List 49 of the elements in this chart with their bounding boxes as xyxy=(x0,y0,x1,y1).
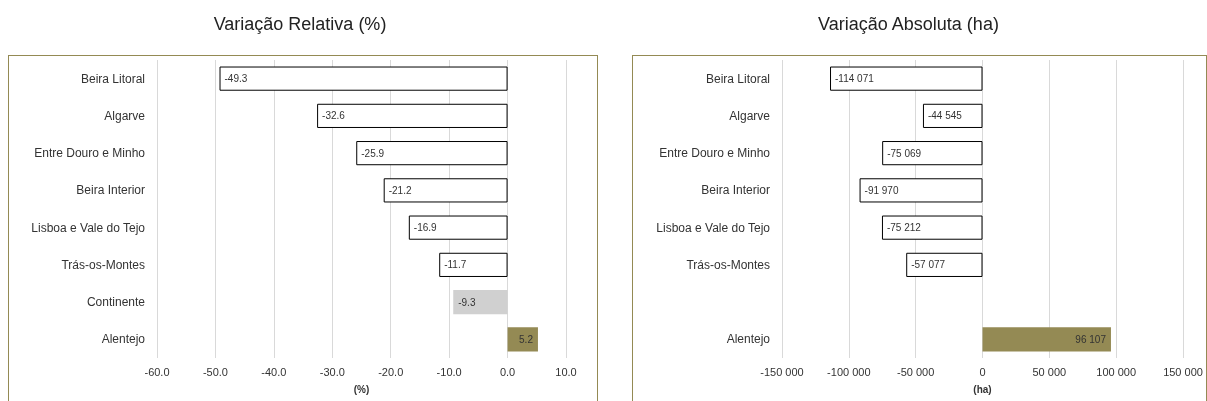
data-label: -32.6 xyxy=(322,110,346,122)
data-label: -25.9 xyxy=(361,147,385,159)
data-label: -9.3 xyxy=(458,296,476,308)
data-label: 5.2 xyxy=(519,333,534,345)
data-label: -16.9 xyxy=(413,222,438,234)
chart-title: Variação Relativa (%) xyxy=(213,14,387,34)
y-tick-label: Trás-os-Montes xyxy=(686,257,770,272)
x-axis-title: (ha) xyxy=(973,383,992,395)
x-tick-label: -50 000 xyxy=(897,365,935,378)
x-tick-label: -40.0 xyxy=(261,365,287,378)
data-label: -114 071 xyxy=(835,73,875,85)
x-tick-label: -20.0 xyxy=(378,365,404,378)
y-tick-label: Entre Douro e Minho xyxy=(659,146,771,161)
data-label: -21.2 xyxy=(388,184,412,196)
y-tick-label: Lisboa e Vale do Tejo xyxy=(31,220,146,235)
y-tick-label: Alentejo xyxy=(101,332,146,347)
data-label: -44 545 xyxy=(927,110,963,122)
x-tick-label: -30.0 xyxy=(319,365,345,378)
x-axis-title: (%) xyxy=(353,383,370,395)
x-tick-label: -150 000 xyxy=(760,365,804,378)
y-tick-label: Lisboa e Vale do Tejo xyxy=(656,220,771,235)
x-tick-label: 150 000 xyxy=(1163,365,1203,378)
x-tick-label: 100 000 xyxy=(1096,365,1137,378)
x-tick-label: 0.0 xyxy=(499,365,516,378)
x-tick-label: -100 000 xyxy=(827,365,871,378)
x-tick-label: -10.0 xyxy=(436,365,462,378)
y-tick-label: Trás-os-Montes xyxy=(61,257,145,272)
y-tick-label: Algarve xyxy=(729,108,771,123)
y-tick-label: Beira Interior xyxy=(701,183,770,198)
y-tick-label: Beira Litoral xyxy=(80,71,145,86)
chart-title: Variação Absoluta (ha) xyxy=(818,14,999,34)
y-tick-label: Continente xyxy=(86,295,146,310)
y-tick-label: Entre Douro e Minho xyxy=(34,146,146,161)
data-label: 96 107 xyxy=(1075,333,1107,345)
data-label: -57 077 xyxy=(911,259,946,271)
y-tick-label: Beira Interior xyxy=(76,183,145,198)
x-tick-label: -60.0 xyxy=(144,365,170,378)
data-label: -75 212 xyxy=(886,222,922,234)
x-tick-label: 0 xyxy=(979,365,986,378)
data-label: -49.3 xyxy=(224,73,248,85)
y-tick-label: Alentejo xyxy=(726,332,771,347)
data-label: -91 970 xyxy=(864,184,899,196)
y-tick-label: Beira Litoral xyxy=(705,71,770,86)
data-label: -11.7 xyxy=(444,259,467,271)
x-tick-label: -50.0 xyxy=(202,365,228,378)
x-tick-label: 50 000 xyxy=(1032,365,1067,378)
data-label: -75 069 xyxy=(887,147,922,159)
x-tick-label: 10.0 xyxy=(555,365,577,378)
y-tick-label: Algarve xyxy=(104,108,146,123)
